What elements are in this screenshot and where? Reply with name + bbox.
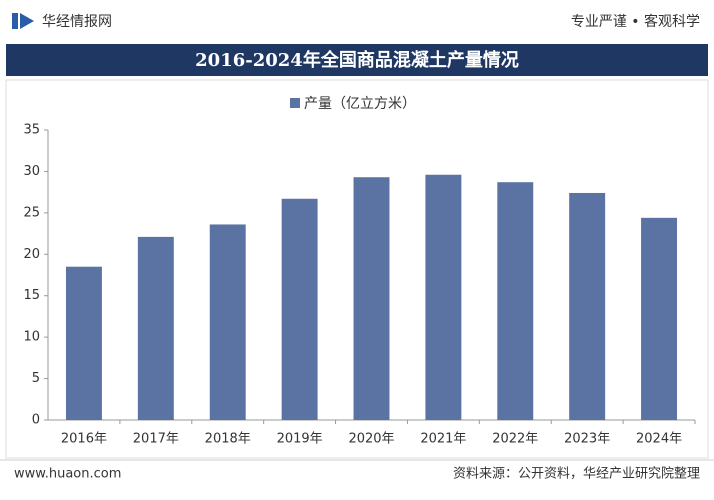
y-tick-label: 30 [23,164,40,179]
x-tick-label: 2024年 [636,432,682,447]
bar [65,266,102,420]
slogan: 专业严谨 • 客观科学 [571,13,700,30]
bar [281,198,318,420]
x-tick-label: 2020年 [348,432,394,447]
x-tick-label: 2019年 [277,432,323,447]
y-tick-label: 35 [23,123,40,138]
legend-swatch [290,98,300,108]
y-tick-label: 5 [32,371,40,386]
x-tick-label: 2021年 [420,432,466,447]
bar [425,174,462,420]
website: www.huaon.com [14,467,121,482]
source: 资料来源：公开资料，华经产业研究院整理 [453,467,700,482]
y-tick-label: 15 [23,288,40,303]
title-bar [6,44,708,76]
bar [569,192,606,420]
y-tick-label: 0 [32,413,40,428]
logo-bar [12,13,18,29]
x-tick-label: 2018年 [205,432,251,447]
y-tick-label: 10 [23,330,40,345]
bar [641,217,678,420]
legend-label: 产量（亿立方米） [304,96,416,112]
x-tick-label: 2023年 [564,432,610,447]
y-tick-label: 20 [23,247,40,262]
bar [497,182,534,420]
plot-frame [5,79,709,459]
x-tick-label: 2022年 [492,432,538,447]
brand: 华经情报网 [42,14,112,30]
logo-arrow [20,13,34,29]
bar [353,177,390,420]
chart-title: 2016-2024年全国商品混凝土产量情况 [195,49,519,71]
y-tick-label: 25 [23,205,40,220]
bar [137,236,174,420]
bar [209,224,246,420]
x-tick-label: 2016年 [61,432,107,447]
x-tick-label: 2017年 [133,432,179,447]
